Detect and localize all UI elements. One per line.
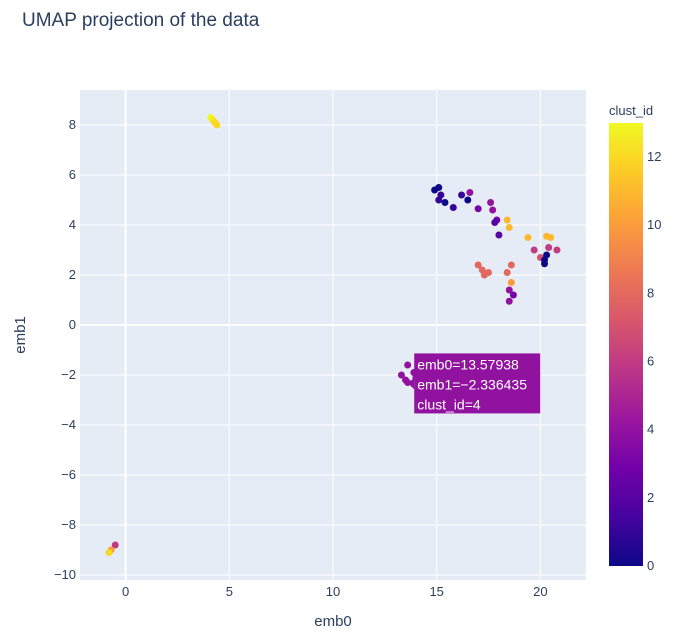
data-point[interactable] bbox=[495, 231, 503, 239]
data-point[interactable] bbox=[474, 205, 482, 213]
data-point[interactable] bbox=[505, 224, 513, 231]
colorbar-ticks: 0 2 4 6 8 10 12 bbox=[647, 149, 661, 573]
data-point[interactable] bbox=[505, 297, 513, 305]
data-point[interactable] bbox=[449, 204, 457, 211]
data-point[interactable] bbox=[541, 260, 549, 268]
colorbar-gradient bbox=[609, 123, 643, 566]
tooltip-line: emb1=−2.336435 bbox=[417, 376, 527, 392]
data-point[interactable] bbox=[435, 184, 443, 191]
data-point[interactable] bbox=[466, 189, 474, 196]
y-tick-label: −4 bbox=[61, 417, 76, 432]
colorbar-tick-label: 12 bbox=[647, 149, 661, 164]
data-point[interactable] bbox=[491, 219, 499, 226]
y-tick-label: −2 bbox=[61, 367, 76, 382]
x-tick-label: 10 bbox=[326, 584, 340, 599]
y-tick-label: −8 bbox=[61, 517, 76, 532]
y-tick-label: −6 bbox=[61, 467, 76, 482]
data-point[interactable] bbox=[213, 121, 221, 129]
colorbar-tick-label: 8 bbox=[647, 285, 654, 300]
data-point[interactable] bbox=[485, 269, 493, 276]
x-tick-label: 0 bbox=[122, 584, 129, 599]
data-point[interactable] bbox=[507, 261, 515, 269]
data-point[interactable] bbox=[404, 361, 412, 369]
y-tick-label: 6 bbox=[69, 167, 76, 182]
tooltip-pointer bbox=[408, 377, 415, 390]
colorbar-tick-label: 4 bbox=[647, 422, 654, 437]
hover-tooltip: emb0=13.57938 emb1=−2.336435 clust_id=4 bbox=[408, 353, 541, 414]
data-points[interactable] bbox=[105, 114, 561, 556]
data-point[interactable] bbox=[105, 549, 113, 556]
data-point[interactable] bbox=[530, 246, 538, 254]
tooltip-box bbox=[414, 353, 541, 414]
tooltip-line: clust_id=4 bbox=[417, 396, 481, 412]
tooltip-line: emb0=13.57938 bbox=[417, 356, 519, 372]
data-point[interactable] bbox=[487, 199, 495, 206]
colorbar: clust_id 0 2 4 6 8 10 12 bbox=[609, 103, 661, 573]
data-point[interactable] bbox=[507, 279, 515, 286]
data-point[interactable] bbox=[435, 196, 443, 204]
data-point[interactable] bbox=[505, 286, 513, 294]
y-tick-label: −10 bbox=[54, 567, 76, 582]
data-point[interactable] bbox=[458, 191, 466, 199]
data-point[interactable] bbox=[441, 199, 449, 206]
colorbar-tick-label: 0 bbox=[647, 558, 654, 573]
x-tick-label: 20 bbox=[533, 584, 547, 599]
data-point[interactable] bbox=[524, 234, 532, 241]
y-axis-label: emb1 bbox=[12, 316, 29, 354]
data-point[interactable] bbox=[111, 541, 119, 549]
data-point[interactable] bbox=[464, 196, 472, 204]
chart-title: UMAP projection of the data bbox=[22, 10, 260, 31]
grid-lines bbox=[80, 90, 586, 580]
y-tick-label: 4 bbox=[69, 217, 76, 232]
data-point[interactable] bbox=[397, 371, 405, 379]
colorbar-tick-label: 10 bbox=[647, 217, 661, 232]
y-tick-label: 2 bbox=[69, 267, 76, 282]
data-point[interactable] bbox=[503, 269, 511, 276]
colorbar-tick-label: 2 bbox=[647, 490, 654, 505]
data-point[interactable] bbox=[553, 246, 561, 254]
y-tick-label: 8 bbox=[69, 117, 76, 132]
colorbar-title: clust_id bbox=[609, 103, 653, 118]
x-axis-label: emb0 bbox=[314, 613, 352, 630]
x-tick-label: 15 bbox=[429, 584, 443, 599]
y-axis-ticks: 8 6 4 2 0 −2 −4 −6 −8 −10 bbox=[54, 117, 76, 582]
y-tick-label: 0 bbox=[69, 317, 76, 332]
data-point[interactable] bbox=[489, 206, 497, 214]
data-point[interactable] bbox=[509, 291, 517, 299]
colorbar-tick-label: 6 bbox=[647, 354, 654, 369]
data-point[interactable] bbox=[543, 251, 551, 259]
x-axis-ticks: 0 5 10 15 20 bbox=[122, 584, 548, 599]
data-point[interactable] bbox=[547, 234, 555, 241]
data-point[interactable] bbox=[545, 244, 553, 251]
x-tick-label: 5 bbox=[226, 584, 233, 599]
data-point[interactable] bbox=[474, 261, 482, 269]
data-point[interactable] bbox=[503, 216, 511, 224]
